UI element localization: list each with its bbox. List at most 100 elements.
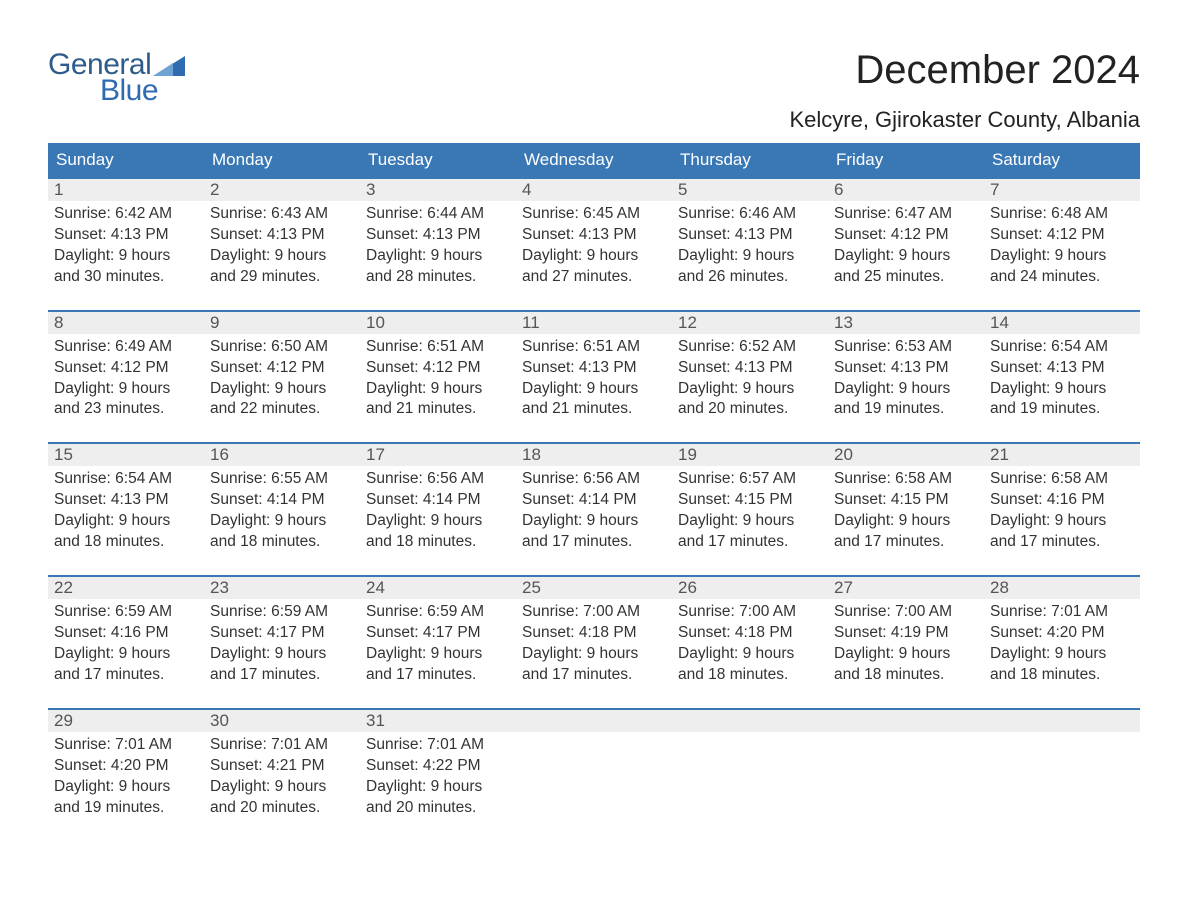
sunrise-text: Sunrise: 6:57 AM [678,469,822,490]
day-number: 16 [204,444,360,466]
weekday-header: Monday [204,143,360,177]
day-details [516,732,672,735]
calendar-day: 14Sunrise: 6:54 AMSunset: 4:13 PMDayligh… [984,312,1140,421]
weekday-header: Thursday [672,143,828,177]
weekday-header: Saturday [984,143,1140,177]
sunset-text: Sunset: 4:13 PM [54,225,198,246]
weekday-header: Sunday [48,143,204,177]
sunrise-text: Sunrise: 6:56 AM [366,469,510,490]
month-title: December 2024 [789,48,1140,93]
sunrise-text: Sunrise: 6:54 AM [990,337,1134,358]
calendar-day: 17Sunrise: 6:56 AMSunset: 4:14 PMDayligh… [360,444,516,553]
sunrise-text: Sunrise: 6:58 AM [990,469,1134,490]
calendar-day: 22Sunrise: 6:59 AMSunset: 4:16 PMDayligh… [48,577,204,686]
day-number: 25 [516,577,672,599]
day-number: 2 [204,179,360,201]
daylight-text: Daylight: 9 hours and 18 minutes. [210,511,354,553]
day-details: Sunrise: 7:00 AMSunset: 4:18 PMDaylight:… [672,599,828,686]
sunset-text: Sunset: 4:13 PM [678,358,822,379]
sunset-text: Sunset: 4:15 PM [834,490,978,511]
sunset-text: Sunset: 4:20 PM [990,623,1134,644]
sunset-text: Sunset: 4:13 PM [678,225,822,246]
sunset-text: Sunset: 4:21 PM [210,756,354,777]
sunrise-text: Sunrise: 7:00 AM [522,602,666,623]
day-number: 15 [48,444,204,466]
day-details: Sunrise: 7:01 AMSunset: 4:21 PMDaylight:… [204,732,360,819]
sunrise-text: Sunrise: 6:53 AM [834,337,978,358]
calendar-week: 8Sunrise: 6:49 AMSunset: 4:12 PMDaylight… [48,310,1140,421]
calendar-day: 18Sunrise: 6:56 AMSunset: 4:14 PMDayligh… [516,444,672,553]
calendar-day: 5Sunrise: 6:46 AMSunset: 4:13 PMDaylight… [672,179,828,288]
daylight-text: Daylight: 9 hours and 24 minutes. [990,246,1134,288]
daylight-text: Daylight: 9 hours and 26 minutes. [678,246,822,288]
title-block: December 2024 Kelcyre, Gjirokaster Count… [789,48,1140,133]
daylight-text: Daylight: 9 hours and 17 minutes. [990,511,1134,553]
day-number: 6 [828,179,984,201]
daylight-text: Daylight: 9 hours and 18 minutes. [54,511,198,553]
sunset-text: Sunset: 4:12 PM [990,225,1134,246]
day-details [672,732,828,735]
sunset-text: Sunset: 4:13 PM [834,358,978,379]
day-number: 4 [516,179,672,201]
day-details: Sunrise: 6:48 AMSunset: 4:12 PMDaylight:… [984,201,1140,288]
sunset-text: Sunset: 4:19 PM [834,623,978,644]
daylight-text: Daylight: 9 hours and 25 minutes. [834,246,978,288]
day-details: Sunrise: 6:44 AMSunset: 4:13 PMDaylight:… [360,201,516,288]
daylight-text: Daylight: 9 hours and 18 minutes. [366,511,510,553]
day-details: Sunrise: 6:59 AMSunset: 4:17 PMDaylight:… [204,599,360,686]
sunset-text: Sunset: 4:22 PM [366,756,510,777]
calendar-day: 27Sunrise: 7:00 AMSunset: 4:19 PMDayligh… [828,577,984,686]
daylight-text: Daylight: 9 hours and 19 minutes. [834,379,978,421]
day-number: 22 [48,577,204,599]
calendar-day: 4Sunrise: 6:45 AMSunset: 4:13 PMDaylight… [516,179,672,288]
sunset-text: Sunset: 4:18 PM [678,623,822,644]
daylight-text: Daylight: 9 hours and 17 minutes. [522,644,666,686]
sunrise-text: Sunrise: 6:46 AM [678,204,822,225]
day-number: 10 [360,312,516,334]
flag-icon [153,56,185,76]
day-details: Sunrise: 6:59 AMSunset: 4:16 PMDaylight:… [48,599,204,686]
day-number [828,710,984,732]
sunset-text: Sunset: 4:13 PM [366,225,510,246]
day-number: 20 [828,444,984,466]
day-details: Sunrise: 6:55 AMSunset: 4:14 PMDaylight:… [204,466,360,553]
day-number: 21 [984,444,1140,466]
day-details: Sunrise: 7:01 AMSunset: 4:22 PMDaylight:… [360,732,516,819]
sunrise-text: Sunrise: 6:59 AM [54,602,198,623]
sunset-text: Sunset: 4:13 PM [522,358,666,379]
calendar-day: 24Sunrise: 6:59 AMSunset: 4:17 PMDayligh… [360,577,516,686]
day-number: 5 [672,179,828,201]
logo-text-bottom: Blue [100,74,185,108]
sunrise-text: Sunrise: 6:59 AM [210,602,354,623]
sunset-text: Sunset: 4:13 PM [990,358,1134,379]
day-number: 19 [672,444,828,466]
day-details: Sunrise: 6:58 AMSunset: 4:15 PMDaylight:… [828,466,984,553]
calendar-day: 15Sunrise: 6:54 AMSunset: 4:13 PMDayligh… [48,444,204,553]
sunrise-text: Sunrise: 6:47 AM [834,204,978,225]
sunrise-text: Sunrise: 6:52 AM [678,337,822,358]
daylight-text: Daylight: 9 hours and 20 minutes. [678,379,822,421]
daylight-text: Daylight: 9 hours and 27 minutes. [522,246,666,288]
daylight-text: Daylight: 9 hours and 18 minutes. [678,644,822,686]
daylight-text: Daylight: 9 hours and 18 minutes. [990,644,1134,686]
day-number [516,710,672,732]
calendar-week: 15Sunrise: 6:54 AMSunset: 4:13 PMDayligh… [48,442,1140,553]
day-details: Sunrise: 6:58 AMSunset: 4:16 PMDaylight:… [984,466,1140,553]
day-details [984,732,1140,735]
weekday-header: Wednesday [516,143,672,177]
day-number [984,710,1140,732]
location-subtitle: Kelcyre, Gjirokaster County, Albania [789,107,1140,133]
weekday-header-row: Sunday Monday Tuesday Wednesday Thursday… [48,143,1140,177]
daylight-text: Daylight: 9 hours and 20 minutes. [210,777,354,819]
sunset-text: Sunset: 4:18 PM [522,623,666,644]
calendar-day: 31Sunrise: 7:01 AMSunset: 4:22 PMDayligh… [360,710,516,819]
day-number: 14 [984,312,1140,334]
calendar-day: 23Sunrise: 6:59 AMSunset: 4:17 PMDayligh… [204,577,360,686]
calendar-week: 1Sunrise: 6:42 AMSunset: 4:13 PMDaylight… [48,177,1140,288]
weekday-header: Friday [828,143,984,177]
sunrise-text: Sunrise: 7:01 AM [210,735,354,756]
sunset-text: Sunset: 4:12 PM [54,358,198,379]
day-details: Sunrise: 6:46 AMSunset: 4:13 PMDaylight:… [672,201,828,288]
daylight-text: Daylight: 9 hours and 23 minutes. [54,379,198,421]
day-number: 18 [516,444,672,466]
